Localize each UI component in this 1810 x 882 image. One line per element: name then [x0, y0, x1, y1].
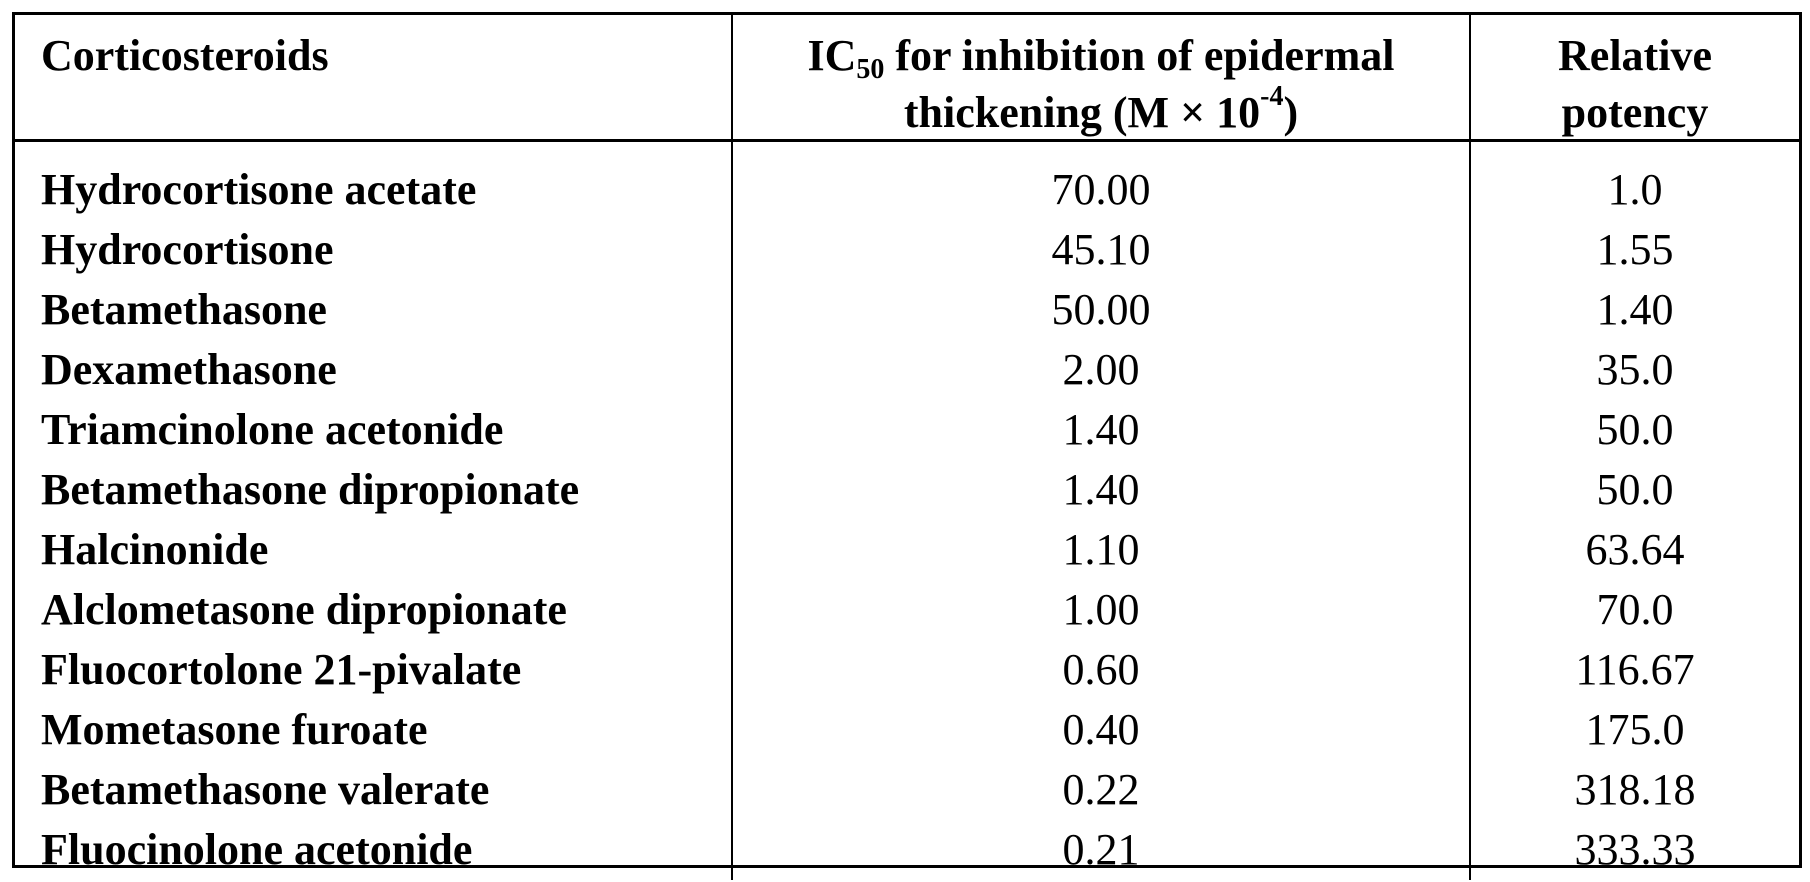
compound-column: Hydrocortisone acetateHydrocortisoneBeta…	[15, 142, 733, 880]
ic50-cell: 0.40	[733, 700, 1469, 760]
compound-cell: Triamcinolone acetonide	[15, 400, 731, 460]
header-corticosteroids: Corticosteroids	[15, 15, 733, 142]
header-ic50-line2-pre: thickening (M × 10	[904, 88, 1260, 137]
compound-cell: Betamethasone valerate	[15, 760, 731, 820]
compound-cell: Fluocinolone acetonide	[15, 820, 731, 880]
ic50-cell: 0.21	[733, 820, 1469, 880]
corticosteroid-potency-table: Corticosteroids IC50 for inhibition of e…	[12, 12, 1802, 868]
header-corticosteroids-label: Corticosteroids	[41, 31, 329, 80]
ic50-cell: 0.60	[733, 640, 1469, 700]
ic50-cell: 45.10	[733, 220, 1469, 280]
ic50-column: 70.0045.1050.002.001.401.401.101.000.600…	[733, 142, 1471, 880]
ic50-cell: 1.40	[733, 400, 1469, 460]
ic50-cell: 1.00	[733, 580, 1469, 640]
ic50-cell: 1.10	[733, 520, 1469, 580]
header-ic50-line2-post: )	[1283, 88, 1298, 137]
header-potency-line1: Relative	[1471, 27, 1799, 84]
compound-cell: Hydrocortisone	[15, 220, 731, 280]
potency-cell: 1.55	[1471, 220, 1799, 280]
compound-cell: Dexamethasone	[15, 340, 731, 400]
header-ic50-superscript: -4	[1260, 81, 1283, 112]
header-ic50-line2: thickening (M × 10-4)	[733, 84, 1469, 141]
potency-cell: 70.0	[1471, 580, 1799, 640]
compound-cell: Betamethasone dipropionate	[15, 460, 731, 520]
potency-cell: 50.0	[1471, 460, 1799, 520]
potency-cell: 35.0	[1471, 340, 1799, 400]
ic50-cell: 50.00	[733, 280, 1469, 340]
potency-cell: 50.0	[1471, 400, 1799, 460]
compound-cell: Halcinonide	[15, 520, 731, 580]
header-ic50-prefix: IC	[807, 31, 856, 80]
compound-cell: Alclometasone dipropionate	[15, 580, 731, 640]
compound-cell: Betamethasone	[15, 280, 731, 340]
potency-cell: 63.64	[1471, 520, 1799, 580]
ic50-cell: 0.22	[733, 760, 1469, 820]
header-relative-potency: Relative potency	[1471, 15, 1799, 142]
header-ic50-line1-rest: for inhibition of epidermal	[884, 31, 1394, 80]
potency-cell: 1.40	[1471, 280, 1799, 340]
potency-cell: 1.0	[1471, 160, 1799, 220]
ic50-cell: 1.40	[733, 460, 1469, 520]
compound-cell: Hydrocortisone acetate	[15, 160, 731, 220]
header-ic50: IC50 for inhibition of epidermal thicken…	[733, 15, 1471, 142]
potency-cell: 318.18	[1471, 760, 1799, 820]
compound-cell: Fluocortolone 21-pivalate	[15, 640, 731, 700]
header-potency-line2: potency	[1471, 84, 1799, 141]
potency-cell: 116.67	[1471, 640, 1799, 700]
potency-cell: 175.0	[1471, 700, 1799, 760]
header-ic50-subscript: 50	[856, 54, 884, 85]
potency-column: 1.01.551.4035.050.050.063.6470.0116.6717…	[1471, 142, 1799, 880]
header-ic50-line1: IC50 for inhibition of epidermal	[733, 27, 1469, 84]
ic50-cell: 70.00	[733, 160, 1469, 220]
ic50-cell: 2.00	[733, 340, 1469, 400]
compound-cell: Mometasone furoate	[15, 700, 731, 760]
potency-cell: 333.33	[1471, 820, 1799, 880]
